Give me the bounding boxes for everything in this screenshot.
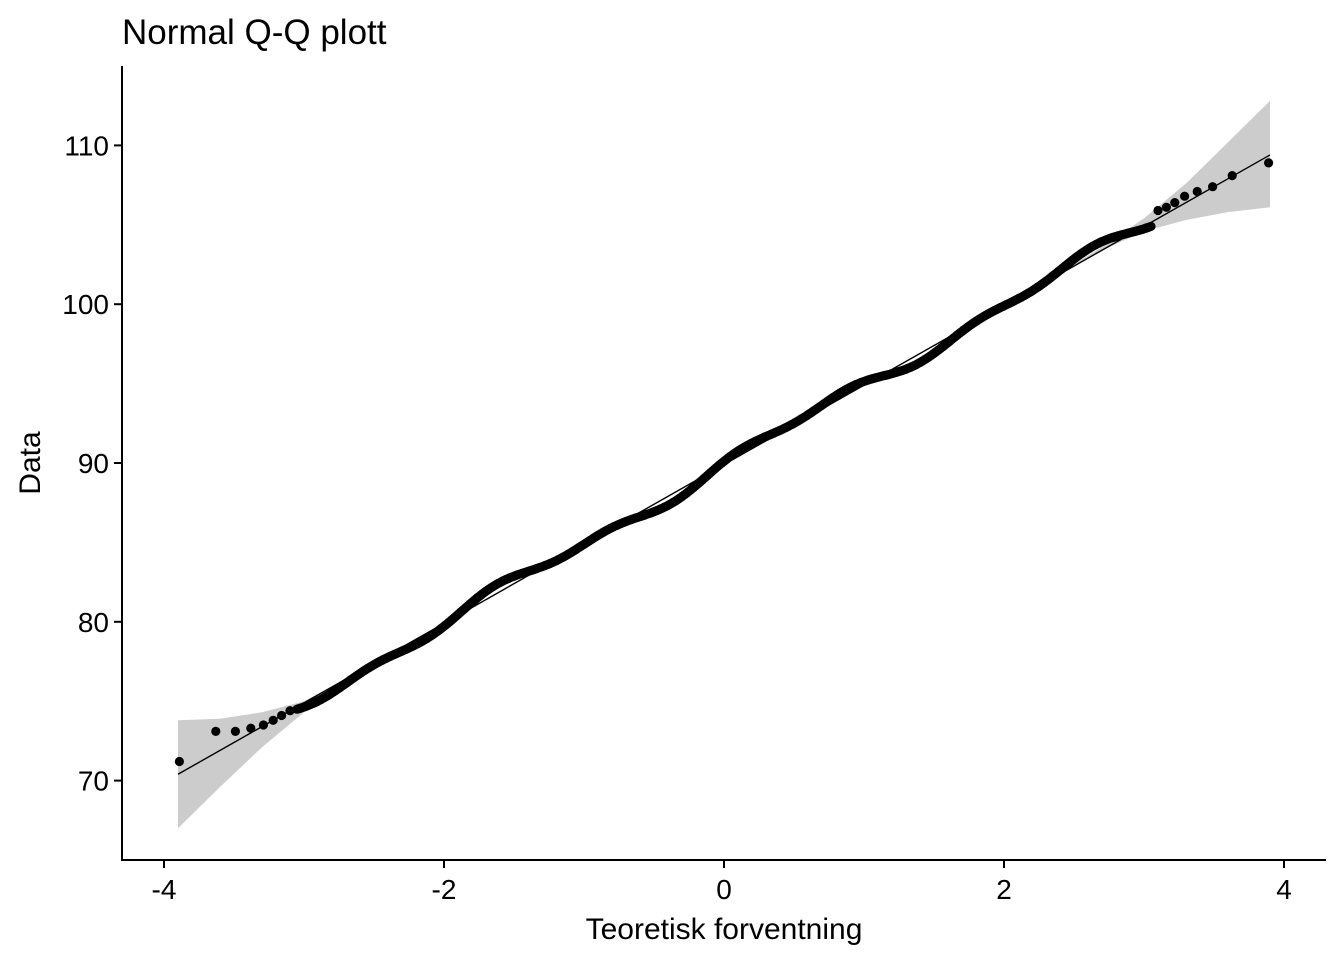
data-points [174, 158, 1274, 767]
data-point [246, 723, 256, 733]
data-point [277, 710, 287, 721]
x-axis-ticks: -4 -2 0 2 4 [152, 860, 1292, 905]
x-axis-label: Teoretisk forventning [586, 913, 863, 946]
data-point [1208, 182, 1218, 192]
data-point [211, 726, 221, 737]
data-point [174, 756, 184, 767]
x-tick-label: 4 [1276, 874, 1292, 905]
y-axis-label: Data [14, 431, 47, 495]
y-tick-label: 90 [78, 448, 109, 479]
data-point [230, 726, 240, 737]
data-point [1264, 158, 1274, 168]
data-point [285, 706, 295, 716]
data-point [258, 720, 268, 730]
data-point [1180, 191, 1190, 201]
data-point [1192, 186, 1202, 197]
y-tick-label: 110 [64, 130, 109, 161]
data-point [1227, 171, 1237, 181]
data-point [1146, 221, 1156, 231]
y-tick-label: 80 [78, 607, 109, 638]
y-tick-label: 100 [62, 289, 109, 320]
chart-title: Normal Q-Q plott [122, 13, 387, 52]
x-tick-label: -2 [432, 874, 457, 905]
data-point [1153, 205, 1163, 216]
x-tick-label: 0 [716, 874, 732, 905]
y-tick-label: 70 [78, 766, 109, 797]
x-tick-label: -4 [152, 874, 177, 905]
x-tick-label: 2 [996, 874, 1012, 905]
data-point [1161, 202, 1171, 212]
y-axis-ticks: 70 80 90 100 110 [62, 130, 122, 797]
data-point [268, 715, 278, 725]
data-point [1170, 198, 1180, 208]
